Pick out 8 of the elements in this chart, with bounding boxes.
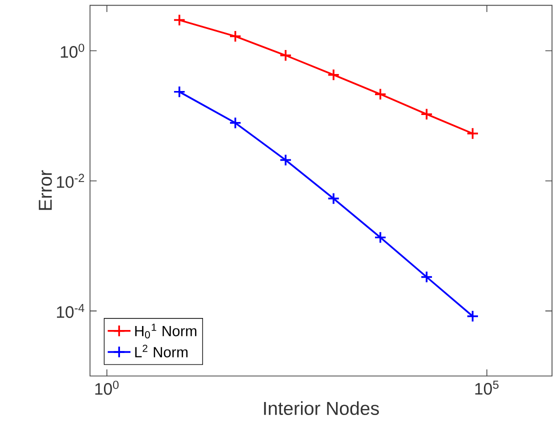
x-tick-label: 10$^{5}$ bbox=[475, 380, 499, 395]
y-tick-label: 10$^{-4}$ bbox=[56, 304, 84, 318]
x-axis-title: Interior Nodes bbox=[264, 401, 379, 416]
y-axis-title: Error bbox=[38, 170, 52, 210]
legend-label: L$^{2}$ Norm bbox=[135, 344, 188, 358]
legend-label: H$_{0}$$^{1}$ Norm bbox=[135, 324, 196, 338]
y-tick-label: 10$^{-2}$ bbox=[56, 174, 84, 188]
y-tick-label: 10$^{0}$ bbox=[60, 44, 84, 58]
